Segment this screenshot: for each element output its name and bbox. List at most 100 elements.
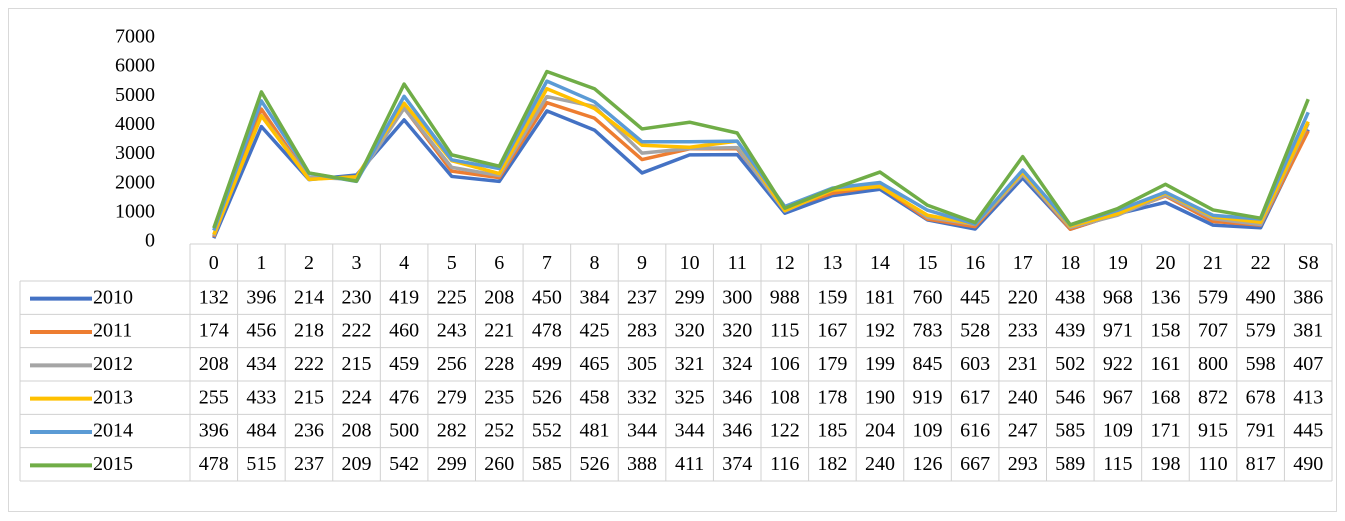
table-cell: 460 — [389, 320, 419, 342]
table-cell: 109 — [1103, 420, 1133, 442]
legend-label: 2014 — [93, 420, 133, 442]
table-cell: 433 — [246, 386, 276, 408]
x-tick-label: 18 — [1060, 252, 1080, 274]
table-cell: 476 — [389, 386, 419, 408]
chart-frame — [8, 8, 1337, 512]
table-cell: 282 — [437, 420, 467, 442]
table-cell: 438 — [1055, 286, 1085, 308]
x-tick-label: 6 — [494, 252, 504, 274]
table-cell: 220 — [1008, 286, 1038, 308]
series-line — [212, 69, 1310, 229]
table-cell: 579 — [1198, 286, 1228, 308]
table-cell: 224 — [342, 386, 372, 408]
table-cell: 179 — [817, 353, 847, 375]
table-cell: 115 — [770, 320, 799, 342]
table-cell: 109 — [913, 420, 943, 442]
table-cell: 388 — [627, 453, 657, 475]
table-cell: 396 — [246, 286, 276, 308]
table-cell: 161 — [1150, 353, 1180, 375]
table-cell: 456 — [246, 320, 276, 342]
table-cell: 181 — [865, 286, 895, 308]
legend-label: 2012 — [93, 353, 133, 375]
table-cell: 481 — [579, 420, 609, 442]
table-cell: 136 — [1150, 286, 1180, 308]
table-cell: 419 — [389, 286, 419, 308]
table-cell: 167 — [817, 320, 847, 342]
table-cell: 199 — [865, 353, 895, 375]
table-cell: 222 — [294, 353, 324, 375]
table-cell: 214 — [294, 286, 324, 308]
y-tick-label: 3000 — [115, 142, 155, 164]
x-tick-label: 11 — [728, 252, 747, 274]
table-cell: 542 — [389, 453, 419, 475]
table-cell: 459 — [389, 353, 419, 375]
table-cell: 667 — [960, 453, 990, 475]
table-cell: 919 — [913, 386, 943, 408]
legend-label: 2011 — [93, 320, 132, 342]
table-cell: 381 — [1293, 320, 1323, 342]
table-cell: 526 — [579, 453, 609, 475]
table-cell: 528 — [960, 320, 990, 342]
x-tick-label: 9 — [637, 252, 647, 274]
table-cell: 122 — [770, 420, 800, 442]
table-cell: 465 — [579, 353, 609, 375]
legend-label: 2015 — [93, 453, 133, 475]
table-cell: 413 — [1293, 386, 1323, 408]
table-cell: 230 — [342, 286, 372, 308]
table-cell: 305 — [627, 353, 657, 375]
table-cell: 320 — [722, 320, 752, 342]
table-cell: 458 — [579, 386, 609, 408]
table-cell: 252 — [484, 420, 514, 442]
table-cell: 344 — [675, 420, 705, 442]
table-cell: 106 — [770, 353, 800, 375]
table-cell: 209 — [342, 453, 372, 475]
table-cell: 237 — [294, 453, 324, 475]
table-cell: 225 — [437, 286, 467, 308]
x-tick-label: 19 — [1108, 252, 1128, 274]
table-cell: 760 — [913, 286, 943, 308]
table-cell: 845 — [913, 353, 943, 375]
table-cell: 552 — [532, 420, 562, 442]
y-tick-label: 5000 — [115, 84, 155, 106]
table-cell: 346 — [722, 386, 752, 408]
table-cell: 208 — [342, 420, 372, 442]
table-cell: 247 — [1008, 420, 1038, 442]
table-cell: 190 — [865, 386, 895, 408]
table-cell: 603 — [960, 353, 990, 375]
table-cell: 260 — [484, 453, 514, 475]
table-cell: 300 — [722, 286, 752, 308]
x-tick-label: 1 — [256, 252, 266, 274]
table-cell: 168 — [1150, 386, 1180, 408]
table-cell: 256 — [437, 353, 467, 375]
table-cell: 110 — [1198, 453, 1227, 475]
x-tick-label: 5 — [447, 252, 457, 274]
table-cell: 515 — [246, 453, 276, 475]
table-cell: 344 — [627, 420, 657, 442]
table-cell: 208 — [199, 353, 229, 375]
x-tick-label: 13 — [822, 252, 842, 274]
table-cell: 971 — [1103, 320, 1133, 342]
x-tick-label: 4 — [399, 252, 409, 274]
table-cell: 198 — [1150, 453, 1180, 475]
table-cell: 237 — [627, 286, 657, 308]
table-cell: 192 — [865, 320, 895, 342]
table-cell: 407 — [1293, 353, 1323, 375]
x-tick-label: 2 — [304, 252, 314, 274]
table-cell: 235 — [484, 386, 514, 408]
table-cell: 222 — [342, 320, 372, 342]
table-cell: 240 — [865, 453, 895, 475]
table-cell: 800 — [1198, 353, 1228, 375]
y-tick-label: 2000 — [115, 171, 155, 193]
x-tick-label: 10 — [680, 252, 700, 274]
x-tick-label: S8 — [1298, 252, 1319, 274]
x-tick-label: 22 — [1251, 252, 1271, 274]
table-cell: 320 — [675, 320, 705, 342]
table-cell: 783 — [913, 320, 943, 342]
table-cell: 178 — [817, 386, 847, 408]
y-tick-label: 0 — [145, 230, 155, 252]
table-cell: 585 — [1055, 420, 1085, 442]
table-cell: 967 — [1103, 386, 1133, 408]
table-cell: 396 — [199, 420, 229, 442]
x-tick-label: 14 — [870, 252, 890, 274]
x-tick-label: 17 — [1013, 252, 1033, 274]
